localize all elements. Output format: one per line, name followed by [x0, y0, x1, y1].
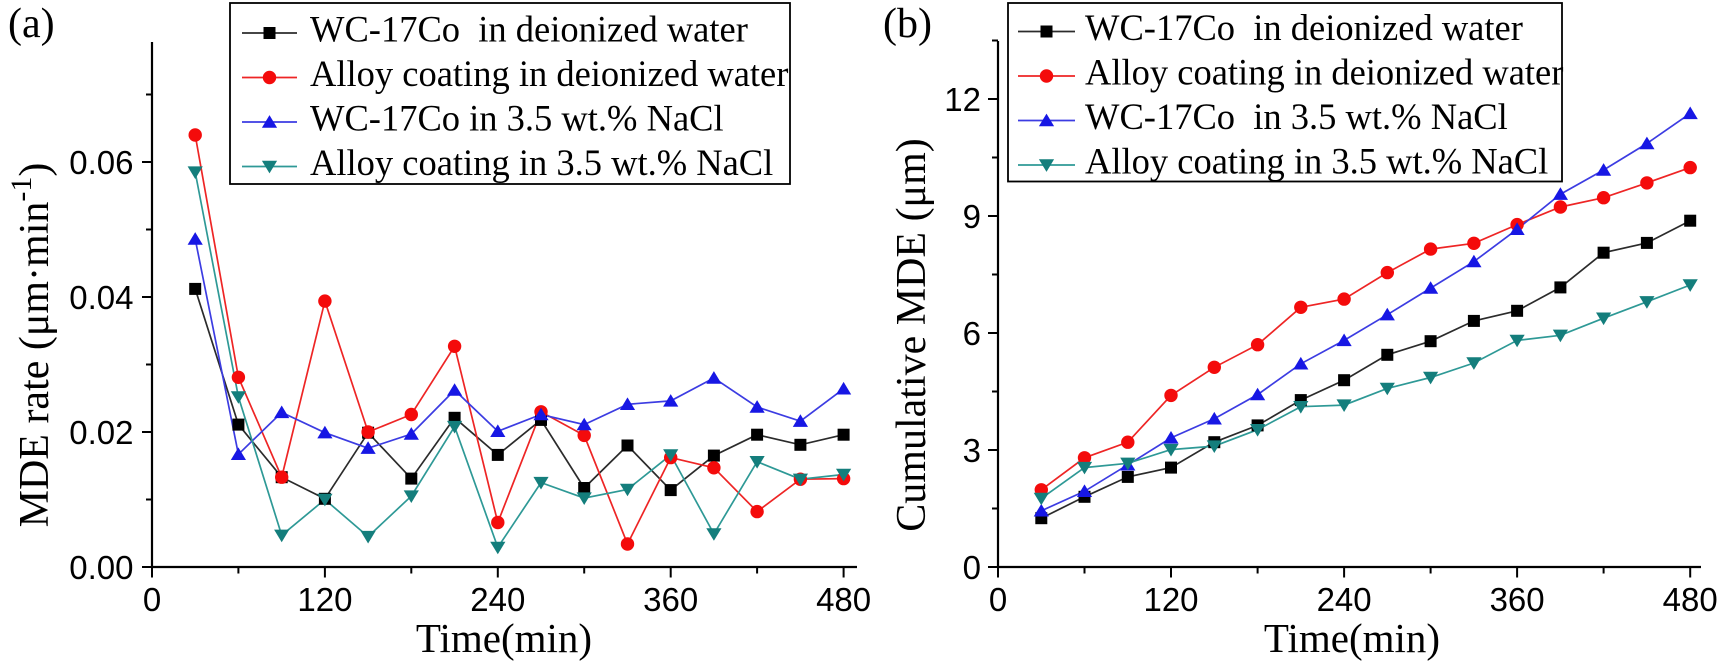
svg-text:WC-17Co in deionized water: WC-17Co in deionized water [1085, 7, 1523, 48]
svg-text:480: 480 [816, 581, 871, 618]
svg-text:480: 480 [1663, 581, 1718, 618]
svg-text:0.02: 0.02 [69, 414, 133, 451]
svg-text:(b): (b) [883, 1, 932, 47]
svg-text:3: 3 [963, 432, 981, 469]
svg-text:Cumulative MDE (μm): Cumulative MDE (μm) [889, 138, 935, 531]
svg-text:(a): (a) [8, 1, 55, 47]
svg-text:120: 120 [1143, 581, 1198, 618]
svg-text:360: 360 [1490, 581, 1545, 618]
svg-text:Alloy coating in deionized wat: Alloy coating in deionized water [310, 53, 788, 94]
svg-text:WC-17Co in deionized water: WC-17Co in deionized water [310, 8, 748, 49]
svg-text:Alloy coating in 3.5 wt.% NaCl: Alloy coating in 3.5 wt.% NaCl [310, 142, 773, 183]
svg-text:0: 0 [143, 581, 161, 618]
svg-text:360: 360 [643, 581, 698, 618]
svg-text:240: 240 [1317, 581, 1372, 618]
svg-text:240: 240 [470, 581, 525, 618]
svg-text:Time(min): Time(min) [416, 615, 592, 661]
svg-text:6: 6 [963, 315, 981, 352]
svg-text:Time(min): Time(min) [1264, 615, 1440, 661]
svg-text:0.00: 0.00 [69, 549, 133, 586]
svg-text:WC-17Co in 3.5 wt.% NaCl: WC-17Co in 3.5 wt.% NaCl [310, 97, 724, 138]
svg-text:MDE rate (μm·min-1): MDE rate (μm·min-1) [5, 163, 58, 528]
svg-text:0: 0 [989, 581, 1007, 618]
svg-text:0.06: 0.06 [69, 144, 133, 181]
svg-text:120: 120 [297, 581, 352, 618]
svg-text:WC-17Co in 3.5 wt.% NaCl: WC-17Co in 3.5 wt.% NaCl [1085, 96, 1508, 137]
svg-text:12: 12 [944, 81, 981, 118]
svg-text:Alloy coating in deionized wat: Alloy coating in deionized water [1085, 51, 1563, 92]
svg-text:9: 9 [963, 198, 981, 235]
svg-text:0.04: 0.04 [69, 279, 133, 316]
svg-text:Alloy coating in 3.5 wt.% NaCl: Alloy coating in 3.5 wt.% NaCl [1085, 140, 1548, 181]
svg-text:0: 0 [963, 549, 981, 586]
